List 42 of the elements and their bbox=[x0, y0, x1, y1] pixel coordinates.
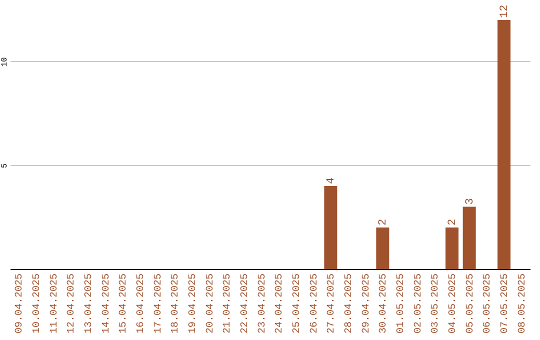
x-tick-label: 10.04.2025 bbox=[32, 274, 43, 334]
x-tick-label: 01.05.2025 bbox=[396, 274, 407, 334]
x-tick-label: 08.05.2025 bbox=[517, 274, 528, 334]
x-tick-label: 13.04.2025 bbox=[84, 274, 95, 334]
x-tick-label: 20.04.2025 bbox=[205, 274, 216, 334]
x-tick-label: 29.04.2025 bbox=[361, 274, 372, 334]
bar bbox=[446, 228, 458, 269]
data-label: 2 bbox=[378, 218, 390, 226]
x-tick-label: 12.04.2025 bbox=[66, 274, 78, 334]
x-tick-label: 07.05.2025 bbox=[500, 274, 511, 334]
x-tick-label: 27.04.2025 bbox=[326, 274, 338, 334]
x-tick-label: 22.04.2025 bbox=[240, 274, 251, 334]
data-label: 3 bbox=[464, 198, 476, 205]
x-tick-label: 11.04.2025 bbox=[49, 274, 60, 334]
x-tick-label: 24.04.2025 bbox=[274, 274, 286, 334]
x-tick-label: 03.05.2025 bbox=[430, 274, 442, 334]
x-tick-label: 04.05.2025 bbox=[448, 274, 459, 334]
y-tick-label: 5 bbox=[0, 163, 10, 168]
x-tick-label: 21.04.2025 bbox=[222, 274, 234, 334]
bar bbox=[376, 228, 390, 269]
x-tick-label: 30.04.2025 bbox=[378, 274, 390, 334]
x-tick-label: 17.04.2025 bbox=[153, 274, 164, 334]
data-label: 2 bbox=[447, 218, 459, 226]
x-tick-label: 23.04.2025 bbox=[257, 274, 268, 334]
x-tick-label: 26.04.2025 bbox=[309, 274, 320, 334]
bar bbox=[462, 206, 476, 269]
x-tick-label: 19.04.2025 bbox=[188, 274, 199, 334]
data-label: 12 bbox=[499, 4, 511, 18]
bar bbox=[324, 186, 338, 269]
x-tick-label: 18.04.2025 bbox=[170, 274, 182, 334]
bar bbox=[498, 20, 510, 269]
x-tick-label: 15.04.2025 bbox=[118, 274, 130, 334]
data-label: 4 bbox=[326, 177, 338, 184]
x-tick-label: 09.04.2025 bbox=[14, 274, 26, 334]
x-tick-label: 06.05.2025 bbox=[482, 274, 494, 334]
x-tick-label: 25.04.2025 bbox=[292, 274, 303, 334]
x-tick-label: 16.04.2025 bbox=[136, 274, 147, 334]
x-tick-label: 28.04.2025 bbox=[344, 274, 355, 334]
y-tick-label: 10 bbox=[0, 57, 10, 67]
x-tick-label: 02.05.2025 bbox=[413, 274, 424, 334]
x-tick-label: 14.04.2025 bbox=[101, 274, 112, 334]
x-tick-label: 05.05.2025 bbox=[465, 274, 476, 334]
